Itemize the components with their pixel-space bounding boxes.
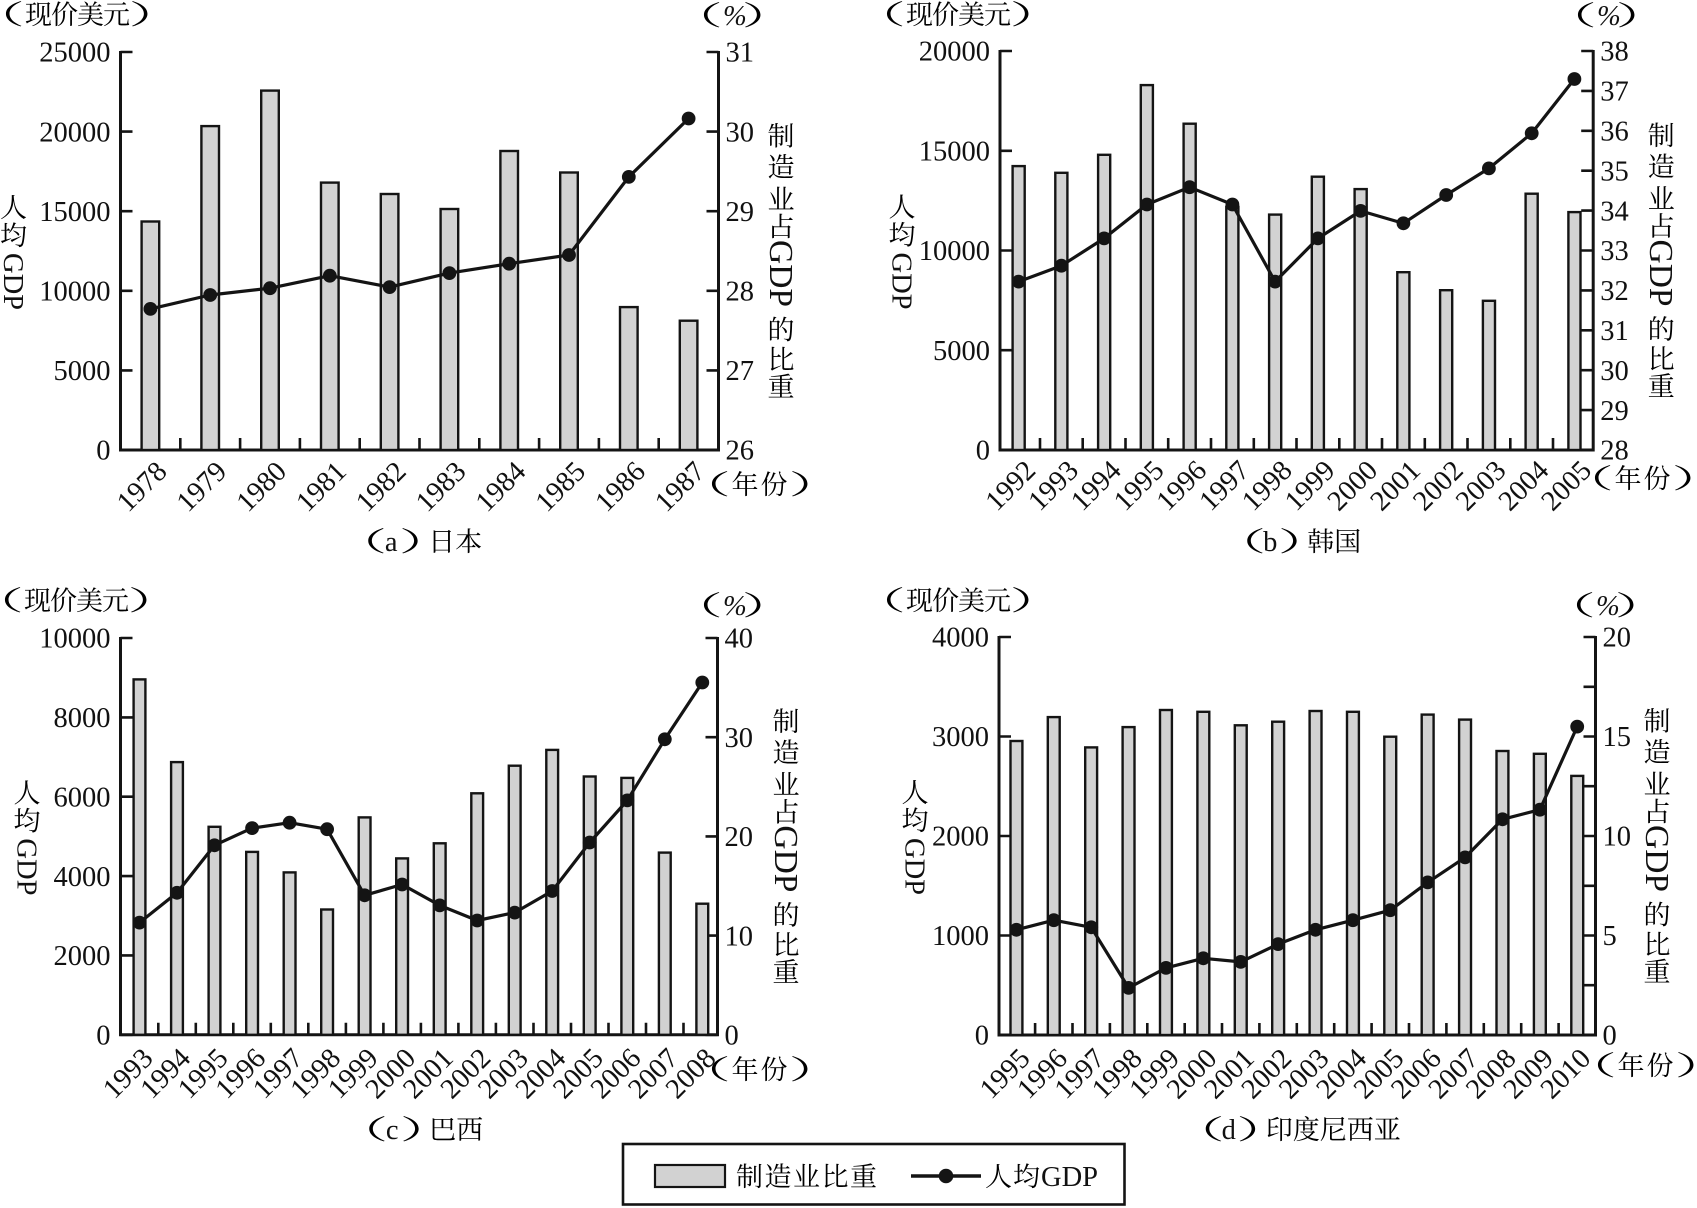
svg-text:38: 38 [1600,37,1629,68]
svg-text:GDP: GDP [886,253,917,310]
svg-text:0: 0 [96,436,110,467]
svg-text:GDP: GDP [899,838,930,895]
svg-text:36: 36 [1600,117,1629,148]
svg-text:GDP: GDP [1041,1162,1098,1193]
svg-text:30: 30 [726,117,755,148]
svg-text:10: 10 [1603,822,1632,853]
svg-text:26: 26 [726,436,755,467]
svg-text:10: 10 [725,921,754,952]
svg-text:15: 15 [1603,722,1632,753]
svg-text:5000: 5000 [54,356,111,387]
svg-text:28: 28 [726,277,755,308]
svg-text:0: 0 [975,1021,989,1052]
svg-text:GDP: GDP [11,838,42,895]
svg-text:20000: 20000 [919,37,990,68]
svg-text:20: 20 [1603,623,1632,654]
svg-text:GDP: GDP [1642,240,1679,307]
svg-text:32: 32 [1600,276,1629,307]
svg-text:34: 34 [1600,196,1629,227]
svg-text:4000: 4000 [932,623,989,654]
svg-text:30: 30 [1600,356,1629,387]
svg-text:c: c [386,1115,399,1146]
svg-text:%: % [723,1,747,32]
svg-text:d: d [1222,1115,1236,1146]
svg-text:2000: 2000 [54,941,111,972]
svg-text:40: 40 [725,624,754,655]
svg-text:a: a [385,527,398,558]
svg-text:10000: 10000 [39,624,110,655]
svg-text:31: 31 [1600,316,1629,347]
svg-text:10000: 10000 [39,277,110,308]
svg-text:27: 27 [726,356,755,387]
svg-text:0: 0 [725,1021,739,1052]
svg-text:3000: 3000 [932,722,989,753]
svg-text:2000: 2000 [932,822,989,853]
svg-text:0: 0 [1603,1021,1617,1052]
svg-text:29: 29 [1600,396,1629,427]
svg-text:28: 28 [1600,436,1629,467]
svg-text:15000: 15000 [919,136,990,167]
svg-text:GDP: GDP [767,825,804,892]
svg-text:%: % [1597,1,1621,32]
svg-text:4000: 4000 [54,862,111,893]
svg-text:37: 37 [1600,77,1629,108]
svg-text:20: 20 [725,822,754,853]
svg-text:5: 5 [1603,921,1617,952]
svg-text:GDP: GDP [0,253,28,310]
svg-text:29: 29 [726,197,755,228]
svg-text:1000: 1000 [932,921,989,952]
svg-text:%: % [723,591,747,622]
svg-text:5000: 5000 [933,336,990,367]
svg-text:25000: 25000 [39,38,110,69]
svg-text:%: % [1596,591,1620,622]
svg-text:31: 31 [726,38,755,69]
svg-text:30: 30 [725,723,754,754]
svg-text:15000: 15000 [39,197,110,228]
svg-text:35: 35 [1600,156,1629,187]
svg-text:0: 0 [976,436,990,467]
svg-text:GDP: GDP [762,240,799,307]
svg-text:20000: 20000 [39,117,110,148]
svg-text:10000: 10000 [919,236,990,267]
svg-text:b: b [1263,527,1277,558]
svg-text:8000: 8000 [54,703,111,734]
svg-text:GDP: GDP [1638,825,1675,892]
svg-text:33: 33 [1600,236,1629,267]
svg-text:0: 0 [96,1021,110,1052]
svg-text:6000: 6000 [54,782,111,813]
